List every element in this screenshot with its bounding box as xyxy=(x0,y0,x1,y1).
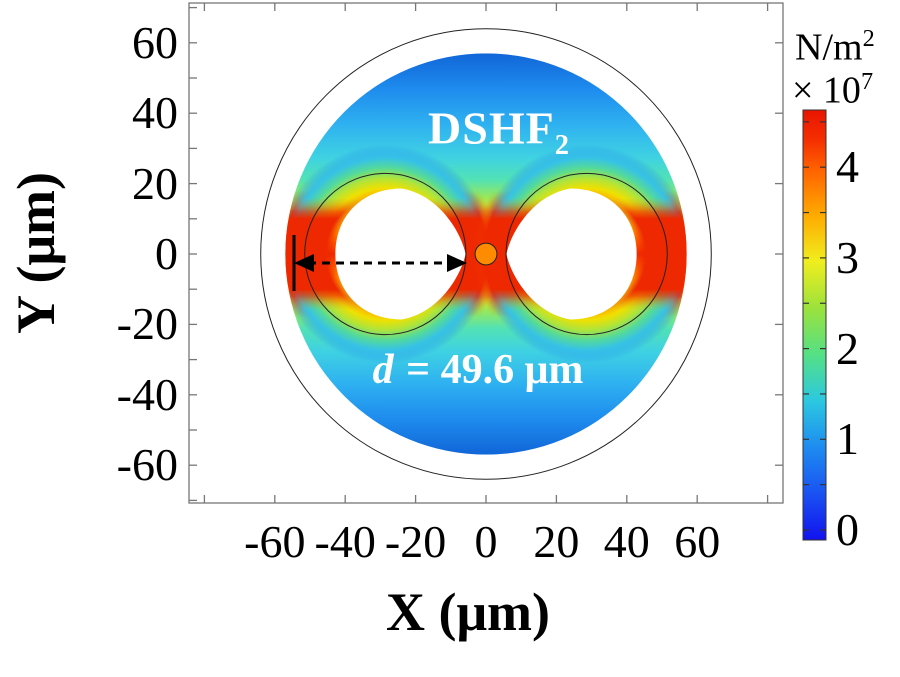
distance-value-text: = 49.6 μm xyxy=(395,347,584,393)
right-air-hole xyxy=(506,188,637,320)
hole-outline-circle xyxy=(506,173,667,334)
fiber-outer-boundary-circle xyxy=(261,29,712,480)
colorbar-multiplier-base: × 10 xyxy=(792,69,861,112)
fiber-label-text: DSHF xyxy=(428,102,555,154)
y-tick-label: 0 xyxy=(155,228,178,279)
fiber-core-circle xyxy=(475,243,497,265)
distance-variable: d xyxy=(372,347,394,393)
x-tick-label: -40 xyxy=(314,516,376,567)
y-tick-label: 60 xyxy=(132,16,178,68)
x-tick-label: 0 xyxy=(474,516,498,567)
distance-annotation: d = 49.6 μm xyxy=(373,349,584,391)
x-tick-label: 60 xyxy=(674,516,721,567)
fiber-label-subscript: 2 xyxy=(554,129,570,161)
stress-field-region xyxy=(285,53,687,455)
fiber-type-annotation: DSHF2 xyxy=(428,102,570,161)
x-axis-title: X (μm) xyxy=(385,582,551,642)
colorbar-tick-label: 2 xyxy=(836,322,859,374)
hole-outline-circle xyxy=(305,173,466,334)
colorbar-unit-exponent: 2 xyxy=(862,25,875,52)
arrowhead-right xyxy=(447,254,467,272)
colorbar-multiplier-label: × 107 xyxy=(792,68,874,112)
colorbar-tick-label: 0 xyxy=(836,504,859,555)
y-tick-label: 40 xyxy=(132,87,178,139)
x-tick-label: -20 xyxy=(384,516,447,567)
y-tick-label: 20 xyxy=(132,157,178,209)
colorbar-tick-label: 1 xyxy=(836,413,859,465)
arrowhead-left xyxy=(294,254,314,272)
y-tick-label: -20 xyxy=(116,298,178,350)
x-tick-label: 20 xyxy=(533,516,580,567)
colorbar-multiplier-exponent: 7 xyxy=(860,68,874,95)
y-axis-title: Y (μm) xyxy=(6,171,66,335)
colorbar-tick-label: 4 xyxy=(836,141,859,193)
colorbar-tick-label: 3 xyxy=(836,231,859,283)
fiber-cross-section xyxy=(259,29,714,480)
colorbar-gradient xyxy=(802,109,827,541)
x-tick-label: 40 xyxy=(603,516,650,567)
left-air-hole xyxy=(335,188,466,320)
y-tick-label: -40 xyxy=(116,368,178,420)
distance-arrow xyxy=(292,235,467,291)
y-tick-label: -60 xyxy=(116,439,178,491)
x-tick-label: -60 xyxy=(244,516,306,567)
colorbar-unit-label: N/m2 xyxy=(795,25,875,69)
colorbar-unit-base: N/m xyxy=(795,26,863,69)
